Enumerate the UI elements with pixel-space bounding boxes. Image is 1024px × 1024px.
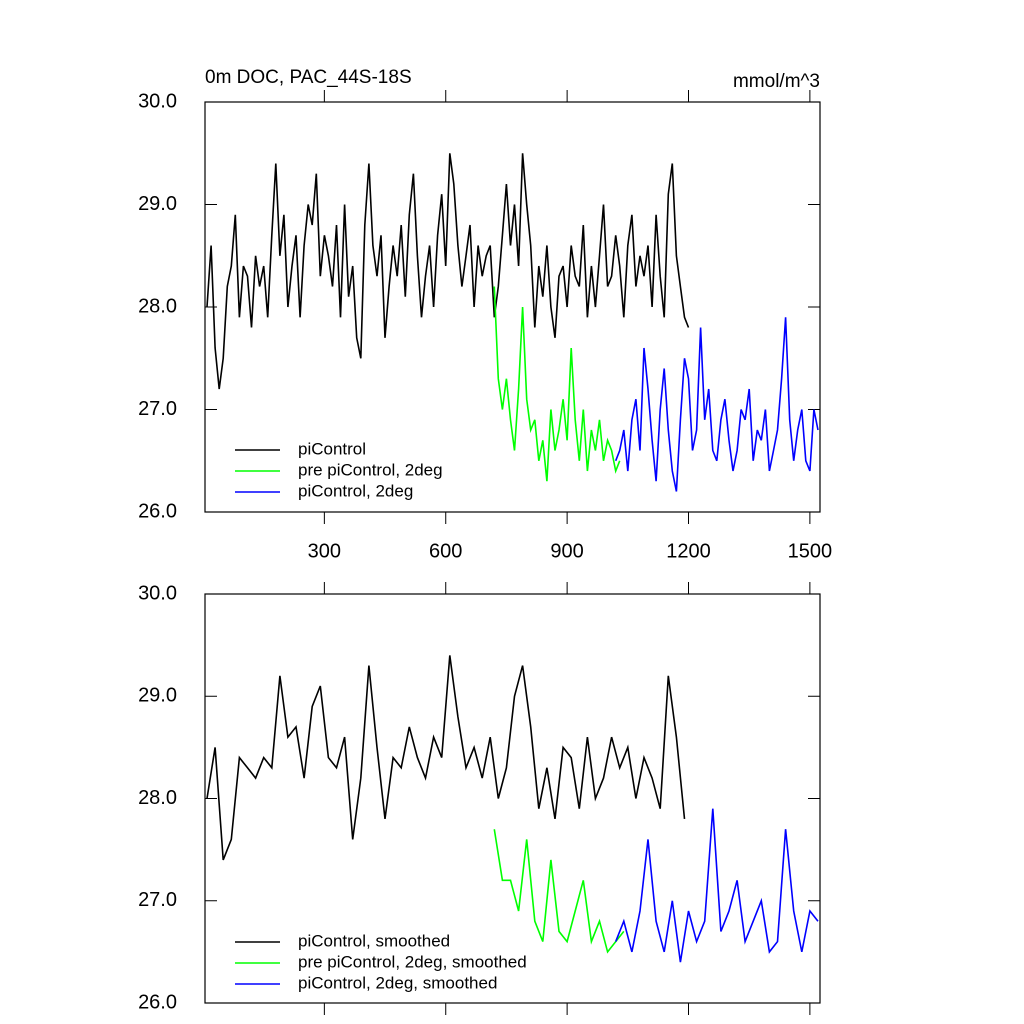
data-line	[493, 829, 625, 954]
x-tick-label: 900	[550, 540, 583, 562]
legend-label: piControl, smoothed	[298, 931, 450, 950]
chart-title: 0m DOC, PAC_44S-18S	[205, 67, 412, 88]
y-tick-label: 26.0	[138, 991, 177, 1013]
data-line	[614, 317, 819, 492]
y-tick-label: 30.0	[138, 582, 177, 604]
data-line	[206, 655, 686, 861]
legend-label: pre piControl, 2deg	[298, 460, 443, 479]
y-tick-label: 26.0	[138, 500, 177, 522]
x-tick-label: 1500	[788, 540, 833, 562]
legend-label: piControl, 2deg, smoothed	[298, 973, 497, 992]
y-tick-label: 27.0	[138, 398, 177, 420]
plot-frame	[204, 593, 821, 1004]
y-tick-label: 30.0	[138, 90, 177, 112]
legend-label: pre piControl, 2deg, smoothed	[298, 952, 527, 971]
data-line	[206, 153, 690, 390]
y-tick-label: 29.0	[138, 193, 177, 215]
data-line	[614, 808, 819, 963]
units-label: mmol/m^3	[733, 71, 820, 92]
legend-label: piControl, 2deg	[298, 481, 413, 500]
plot-frame	[204, 101, 821, 513]
y-tick-label: 27.0	[138, 889, 177, 911]
x-tick-label: 1200	[666, 540, 711, 562]
x-tick-label: 600	[429, 540, 462, 562]
data-line	[493, 286, 621, 482]
y-tick-label: 29.0	[138, 685, 177, 707]
y-tick-label: 28.0	[138, 787, 177, 809]
x-tick-label: 300	[308, 540, 341, 562]
y-tick-label: 28.0	[138, 295, 177, 317]
legend-label: piControl	[298, 439, 366, 458]
